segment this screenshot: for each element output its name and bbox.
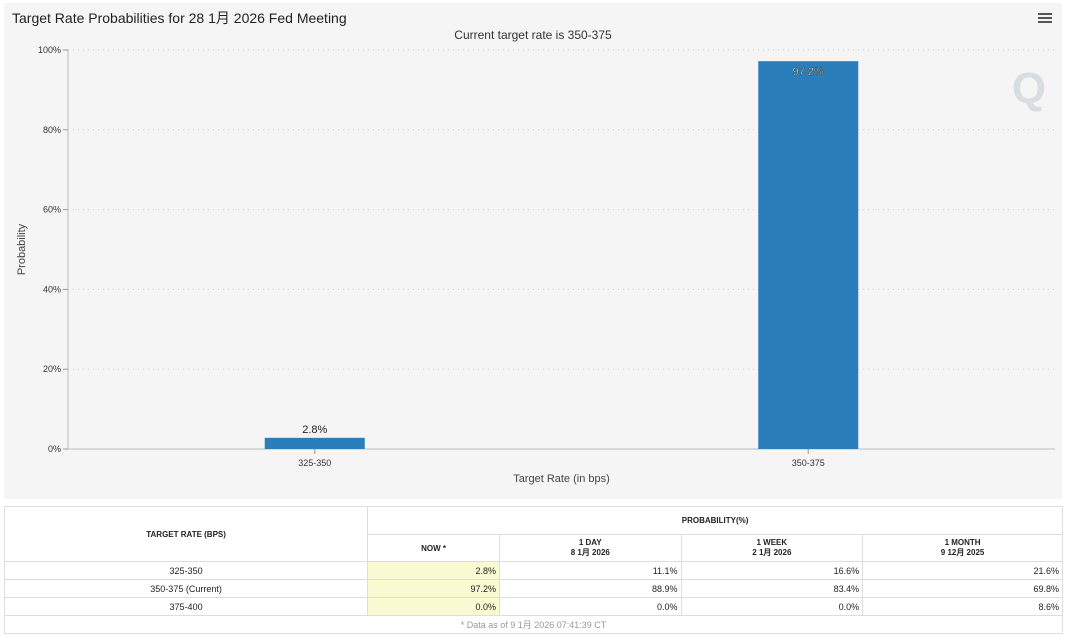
watermark-logo: Q — [1012, 64, 1046, 113]
table-row: 325-350 2.8% 11.1% 16.6% 21.6% — [3, 561, 1063, 580]
col-header: 1 MONTH 9 12月 2025 — [862, 534, 1063, 562]
prob-cell: 21.6% — [862, 561, 1063, 580]
col-probability: PROBABILITY(%) — [367, 506, 1063, 535]
col-header: 1 WEEK 2 1月 2026 — [680, 534, 864, 562]
data-label: 97.2% — [793, 66, 824, 78]
col-header-date: 8 1月 2026 — [570, 548, 610, 557]
y-tick-label: 100% — [38, 45, 61, 55]
chart-subtitle: Current target rate is 350-375 — [454, 28, 612, 42]
col-header-label: 1 DAY — [578, 538, 602, 547]
table-row: 350-375 (Current) 97.2% 88.9% 83.4% 69.8% — [3, 579, 1063, 598]
prob-cell: 0.0% — [367, 597, 500, 616]
bar-350-375[interactable] — [758, 61, 859, 450]
y-tick-label: 0% — [48, 444, 61, 454]
prob-cell: 69.8% — [862, 579, 1063, 598]
col-header-label: NOW * — [421, 543, 447, 553]
x-tick-label: 350-375 — [792, 458, 825, 468]
chart-title: Target Rate Probabilities for 28 1月 2026… — [12, 10, 347, 26]
prob-cell: 97.2% — [367, 579, 500, 598]
prob-cell: 0.0% — [499, 597, 682, 616]
table-row: 375-400 0.0% 0.0% 0.0% 8.6% — [3, 597, 1063, 616]
prob-cell: 88.9% — [499, 579, 682, 598]
prob-cell: 8.6% — [862, 597, 1063, 616]
col-header-label: 1 WEEK — [756, 538, 788, 547]
rate-cell: 325-350 — [3, 561, 369, 580]
col-header: NOW * — [367, 534, 500, 562]
prob-cell: 0.0% — [680, 597, 864, 616]
col-target-rate: TARGET RATE (BPS) — [3, 506, 369, 562]
prob-cell: 83.4% — [680, 579, 864, 598]
probability-table: TARGET RATE (BPS) PROBABILITY(%) NOW * 1 D… — [3, 506, 1063, 634]
prob-cell: 16.6% — [680, 561, 864, 580]
rate-cell: 350-375 (Current) — [3, 579, 369, 598]
prob-cell: 2.8% — [367, 561, 500, 580]
chart-container: Target Rate Probabilities for 28 1月 2026… — [4, 3, 1062, 499]
y-tick-label: 20% — [43, 364, 61, 374]
bar-325-350[interactable] — [264, 437, 365, 449]
bar-chart: 0% 20% 40% 60% 80% 100% 2.8% 325-350 97.2% 350-37… — [16, 45, 1055, 485]
y-tick-label: 40% — [43, 284, 61, 294]
col-header-label: 1 MONTH — [944, 538, 981, 547]
x-tick-label: 325-350 — [298, 458, 331, 468]
y-axis-title: Probability — [16, 223, 28, 275]
col-header: 1 DAY 8 1月 2026 — [499, 534, 682, 562]
y-tick-label: 60% — [43, 205, 61, 215]
x-axis-title: Target Rate (in bps) — [513, 473, 610, 485]
col-header-date: 9 12月 2025 — [940, 548, 985, 557]
footnote: * Data as of 9 1月 2026 07:41:39 CT — [4, 615, 1063, 634]
col-header-date: 2 1月 2026 — [752, 548, 792, 557]
menu-icon[interactable] — [1038, 11, 1052, 25]
data-label: 2.8% — [302, 424, 327, 436]
rate-cell: 375-400 — [3, 597, 369, 616]
y-tick-label: 80% — [43, 125, 61, 135]
prob-cell: 11.1% — [499, 561, 682, 580]
